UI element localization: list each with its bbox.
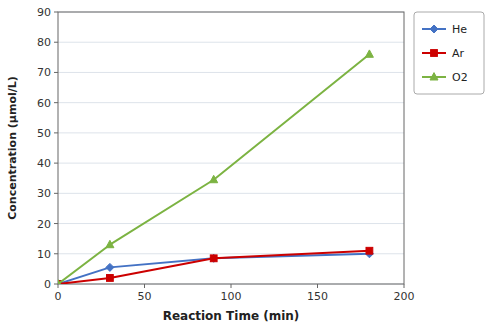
x-tick [231, 284, 232, 288]
legend-frame [414, 12, 484, 94]
y-tick [54, 253, 58, 254]
grid-line [58, 72, 404, 73]
x-tick [58, 284, 59, 288]
y-tick-label: 50 [37, 127, 51, 140]
y-tick [54, 72, 58, 73]
y-tick-label: 80 [37, 36, 51, 49]
y-tick [54, 12, 58, 13]
x-tick [144, 284, 145, 288]
grid-line [58, 193, 404, 194]
marker [210, 255, 217, 262]
marker [106, 240, 114, 247]
y-axis-label: Concentration (μmol/L) [6, 76, 19, 220]
x-tick-label: 200 [394, 290, 415, 303]
grid-line [58, 42, 404, 43]
x-tick-label: 100 [221, 290, 242, 303]
y-tick-label: 10 [37, 248, 51, 261]
y-tick [54, 223, 58, 224]
marker [210, 175, 218, 182]
marker [365, 50, 373, 57]
y-tick-label: 60 [37, 97, 51, 110]
data [58, 50, 373, 284]
y-tick [54, 132, 58, 133]
legend-label: He [452, 23, 467, 36]
x-axis-label: Reaction Time (min) [163, 309, 300, 323]
x-tick-label: 0 [55, 290, 62, 303]
y-tick-label: 0 [44, 278, 51, 291]
y-tick [54, 102, 58, 103]
marker [430, 25, 438, 33]
y-tick [54, 193, 58, 194]
marker [58, 280, 62, 284]
y-tick-label: 90 [37, 6, 51, 19]
legend-label: O2 [452, 71, 468, 84]
grid-line [58, 132, 404, 133]
grid-line [58, 223, 404, 224]
line [58, 251, 369, 284]
marker [210, 254, 218, 262]
x-tick-label: 150 [307, 290, 328, 303]
y-tick-label: 70 [37, 66, 51, 79]
plot-frame [58, 12, 404, 284]
legend-label: Ar [452, 47, 465, 60]
x-tick [317, 284, 318, 288]
legend: He Ar O2 [414, 12, 484, 94]
y-tick-label: 40 [37, 157, 51, 170]
marker [106, 263, 114, 271]
grid [58, 12, 404, 284]
y-tick-label: 20 [37, 218, 51, 231]
line [58, 54, 369, 284]
y-tick [54, 42, 58, 43]
marker [430, 73, 438, 80]
x-tick-label: 50 [138, 290, 152, 303]
y-tick [54, 163, 58, 164]
grid-line [58, 102, 404, 103]
chart: 0 50 100 150 200 0 10 20 30 40 50 60 70 80 90 Reaction … [0, 0, 496, 331]
y-tick [54, 284, 58, 285]
marker [431, 50, 438, 57]
y-tick-label: 30 [37, 187, 51, 200]
grid-line [58, 163, 404, 164]
x-tick [404, 284, 405, 288]
axes: 0 50 100 150 200 0 10 20 30 40 50 60 70 80 90 [37, 6, 415, 303]
marker [366, 247, 373, 254]
marker [107, 275, 114, 282]
